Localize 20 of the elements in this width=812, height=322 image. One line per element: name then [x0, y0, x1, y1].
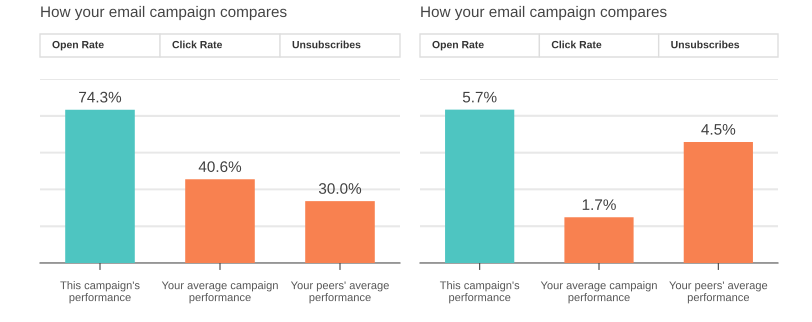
x-tick-label: Your peers' average performance [669, 281, 768, 304]
data-label: 40.6% [198, 161, 242, 172]
data-label: 74.3% [79, 92, 122, 103]
text: Open Rate [432, 40, 484, 50]
x-tick-label: Your average campaign performance [162, 281, 278, 304]
chart-title: How your email campaign compares [421, 6, 667, 20]
x-tick-label: Your peers' average performance [290, 281, 389, 304]
chart-title: How your email campaign compares [41, 6, 287, 20]
data-label: 5.7% [462, 92, 497, 102]
text: Unsubscribes [671, 40, 740, 48]
text: Click Rate [552, 40, 602, 48]
x-tick-label: Your average campaign performance [540, 281, 657, 304]
text: Open Rate [52, 40, 104, 50]
data-label: 1.7% [582, 199, 616, 210]
data-label: 4.5% [701, 124, 736, 135]
text: Click Rate [172, 40, 222, 48]
x-tick-label: This campaign's performance [60, 281, 140, 304]
data-label: 30.0% [318, 183, 362, 194]
text: Unsubscribes [292, 40, 360, 48]
x-tick-label: This campaign's performance [440, 281, 520, 304]
